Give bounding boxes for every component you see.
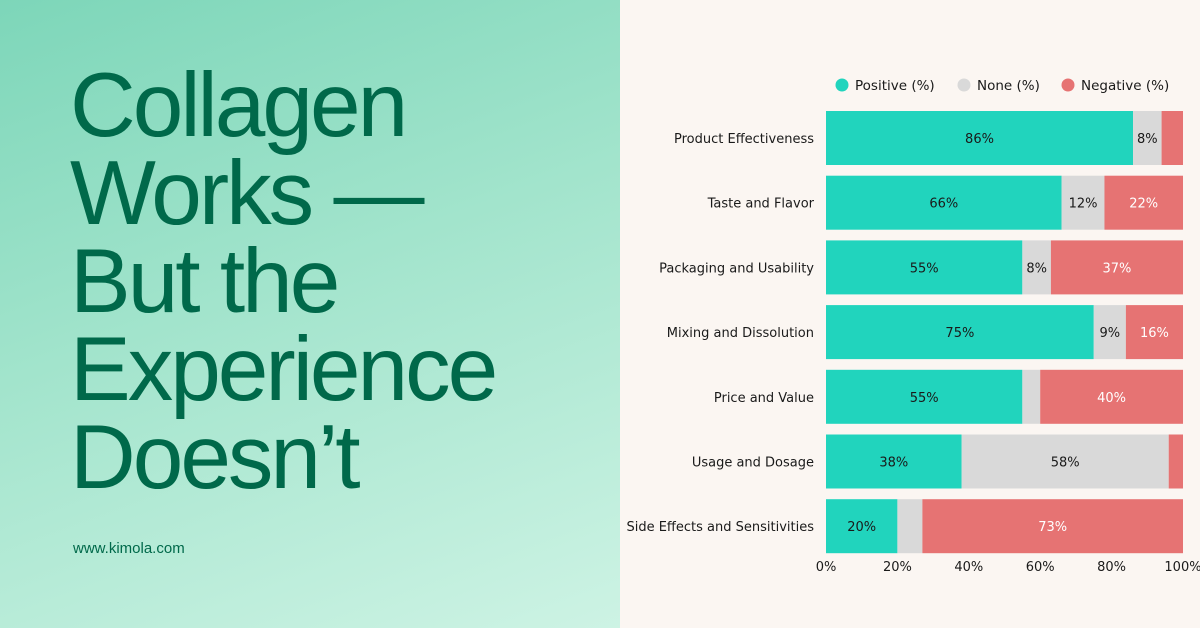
bar-segment xyxy=(1022,240,1051,295)
category-label: Mixing and Dissolution xyxy=(667,326,814,341)
bar-segment xyxy=(826,240,1023,295)
bar-segment xyxy=(1093,305,1126,360)
bar-segment xyxy=(826,111,1134,165)
x-tick-label: 40% xyxy=(954,560,983,575)
legend-swatch xyxy=(1061,78,1075,92)
category-label: Price and Value xyxy=(714,391,814,406)
headline-line: Experience xyxy=(70,319,498,420)
headline-line: But the xyxy=(70,231,340,332)
legend-swatch xyxy=(957,78,971,92)
legend-swatch xyxy=(835,78,849,92)
headline-line: Works — xyxy=(70,143,424,244)
bar-segment xyxy=(1040,369,1183,424)
category-label: Product Effectiveness xyxy=(674,132,814,147)
category-label: Taste and Flavor xyxy=(707,197,815,212)
site-url[interactable]: www.kimola.com xyxy=(73,540,185,557)
data-label: 8% xyxy=(1026,261,1047,276)
data-label: 86% xyxy=(965,132,994,147)
category-label: Side Effects and Sensitivities xyxy=(626,520,814,535)
data-label: 37% xyxy=(1103,261,1132,276)
data-label: 20% xyxy=(847,520,876,535)
bar-segment xyxy=(826,434,962,489)
data-label: 16% xyxy=(1140,326,1169,341)
data-label: 55% xyxy=(910,261,939,276)
x-tick-label: 20% xyxy=(883,560,912,575)
bar-segment xyxy=(1022,369,1041,424)
left-panel: Collagen Works — But the Experience Does… xyxy=(0,0,620,628)
chart-panel: Positive (%) None (%) Negative (%) Product … xyxy=(620,0,1200,628)
data-label: 55% xyxy=(910,391,939,406)
legend-label: None (%) xyxy=(977,78,1040,94)
data-label: 40% xyxy=(1097,391,1126,406)
data-label: 22% xyxy=(1129,197,1158,212)
bar-segment xyxy=(922,499,1183,554)
x-tick-label: 80% xyxy=(1097,560,1126,575)
bar-segment xyxy=(826,175,1062,230)
bar-segment xyxy=(826,499,898,554)
x-tick-label: 0% xyxy=(816,560,837,575)
bar-segment xyxy=(826,369,1023,424)
data-label: 12% xyxy=(1069,197,1098,212)
x-tick-label: 60% xyxy=(1026,560,1055,575)
bar-segment xyxy=(1133,111,1162,165)
data-label: 38% xyxy=(879,456,908,471)
stacked-bar-chart: Positive (%) None (%) Negative (%) Product … xyxy=(626,78,1200,575)
category-label: Packaging and Usability xyxy=(659,261,814,276)
data-label: 9% xyxy=(1100,326,1121,341)
bar-segment xyxy=(1061,175,1105,230)
headline-line: Doesn’t xyxy=(70,407,361,508)
category-label: Usage and Dosage xyxy=(692,456,814,471)
data-label: 8% xyxy=(1137,132,1158,147)
data-label: 58% xyxy=(1051,456,1080,471)
data-label: 66% xyxy=(929,197,958,212)
bar-segment xyxy=(1161,111,1183,165)
headline-line: Collagen xyxy=(70,55,408,156)
data-label: 75% xyxy=(945,326,974,341)
bar-segment xyxy=(1125,305,1183,360)
bar-segment xyxy=(897,499,923,554)
legend-label: Positive (%) xyxy=(855,78,935,94)
legend-label: Negative (%) xyxy=(1081,78,1169,94)
bar-segment xyxy=(1050,240,1183,295)
headline: Collagen Works — But the Experience Does… xyxy=(70,55,610,508)
bar-segment xyxy=(1168,434,1183,489)
x-tick-label: 100% xyxy=(1164,560,1200,575)
data-label: 73% xyxy=(1038,520,1067,535)
bar-segment xyxy=(826,305,1094,360)
bar-segment xyxy=(1104,175,1183,230)
bar-segment xyxy=(961,434,1169,489)
